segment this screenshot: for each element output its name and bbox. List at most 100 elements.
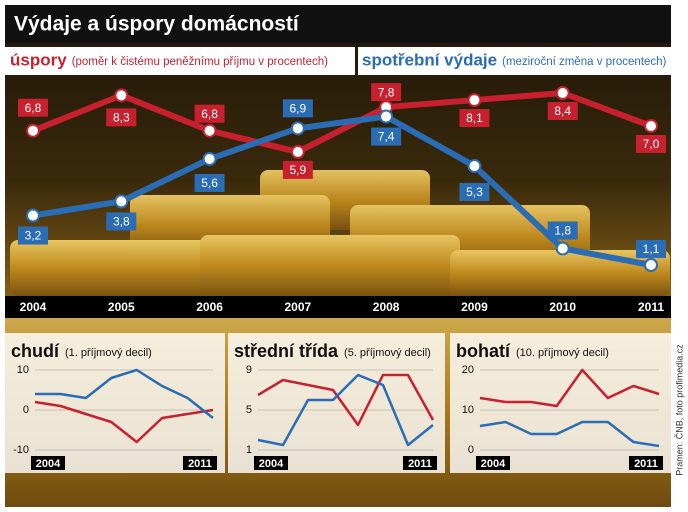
series-line (479, 420, 660, 448)
legend-bg (358, 47, 671, 75)
value-label: 1,1 (643, 242, 660, 256)
value-label-bg (636, 240, 666, 258)
value-label-bg (371, 127, 402, 146)
value-label-bg (18, 226, 48, 245)
y-tick-label: 20 (462, 364, 474, 376)
panel-bg (228, 333, 445, 473)
series-line (479, 368, 660, 408)
x-tick-bg (476, 456, 510, 470)
value-label: 7,4 (378, 130, 395, 144)
value-label-bg (18, 98, 48, 117)
value-label: 7,8 (378, 85, 395, 99)
x-tick-bg (31, 456, 65, 470)
y-tick-label: 5 (246, 404, 252, 416)
x-tick-label: 2011 (634, 458, 658, 470)
x-tick-label: 2011 (408, 458, 432, 470)
value-label: 3,2 (25, 229, 42, 243)
data-point (26, 208, 40, 223)
x-tick-bg (403, 456, 437, 470)
x-tick-label: 2004 (259, 458, 284, 470)
data-point (644, 118, 658, 133)
x-tick-label: 2008 (373, 300, 400, 314)
gold-bar (450, 250, 670, 296)
value-label-bg (282, 99, 313, 118)
y-tick-label: 0 (23, 404, 29, 416)
x-tick-label: 2011 (638, 300, 664, 314)
value-label: 8,1 (466, 111, 483, 125)
panel-subtitle: (1. příjmový decil) (65, 347, 152, 359)
series-line (257, 373, 434, 447)
value-label-bg (547, 102, 578, 120)
value-label-bg (459, 109, 490, 128)
legend-label: spotřební výdaje (362, 50, 497, 69)
y-tick-label: 10 (17, 364, 29, 376)
data-point (467, 159, 482, 174)
x-tick-label: 2004 (481, 458, 506, 470)
panel-subtitle: (5. příjmový decil) (344, 347, 431, 359)
data-point (555, 86, 570, 100)
data-point (467, 93, 482, 108)
data-point (290, 121, 305, 136)
value-label: 6,8 (201, 107, 218, 121)
series-line (35, 368, 214, 419)
value-label: 8,3 (113, 111, 130, 125)
data-point (379, 109, 394, 124)
value-label: 6,9 (290, 102, 307, 116)
value-label: 5,6 (201, 176, 218, 190)
data-point (26, 123, 40, 138)
value-label: 5,9 (290, 163, 307, 177)
value-label: 6,8 (25, 101, 42, 115)
data-point (202, 123, 217, 138)
x-tick-label: 2004 (36, 458, 61, 470)
value-label-bg (194, 173, 225, 192)
value-label-bg (106, 108, 137, 127)
y-tick-label: 9 (246, 364, 252, 376)
gold-bar (10, 240, 210, 296)
source: Pramen: ČNB, foto profimedia.cz (674, 344, 684, 476)
series-line (31, 90, 653, 155)
panel-subtitle: (10. příjmový decil) (516, 347, 609, 359)
y-tick-label: -10 (13, 444, 29, 456)
value-label: 1,8 (554, 224, 571, 238)
data-point (114, 194, 129, 209)
x-tick-bg (254, 456, 288, 470)
value-label: 3,8 (113, 215, 130, 229)
value-label: 8,4 (554, 104, 571, 118)
data-point (644, 258, 658, 272)
chart-title: Výdaje a úspory domácností (14, 13, 300, 36)
data-point (202, 151, 217, 166)
panel-bg (450, 333, 671, 473)
legend-bg (5, 47, 355, 75)
value-label-bg (371, 83, 402, 102)
x-tick-label: 2007 (285, 300, 312, 314)
value-label-bg (282, 160, 313, 179)
value-label-bg (547, 221, 578, 240)
series-line (34, 400, 214, 444)
value-label-bg (459, 183, 490, 202)
y-tick-label: 10 (462, 404, 474, 416)
year-strip (5, 296, 671, 318)
x-tick-label: 2009 (461, 300, 488, 314)
gold-bar (200, 235, 460, 296)
x-tick-label: 2006 (196, 300, 223, 314)
value-label-bg (106, 212, 137, 231)
panel-title: střední třída (234, 341, 339, 361)
value-label-bg (194, 104, 225, 123)
data-point (114, 88, 129, 103)
value-label-bg (636, 134, 666, 153)
legend-description: (poměr k čistému peněžnímu příjmu v proc… (72, 56, 328, 68)
x-tick-label: 2005 (108, 300, 135, 314)
value-label: 7,0 (643, 137, 660, 151)
series-line (257, 373, 435, 427)
panel-title: bohatí (456, 341, 511, 361)
y-tick-label: 0 (468, 444, 474, 456)
panel-title: chudí (11, 341, 60, 361)
legend-label: úspory (10, 50, 67, 69)
x-tick-label: 2011 (188, 458, 212, 470)
x-tick-bg (183, 456, 217, 470)
legend-description: (meziroční změna v procentech) (502, 56, 666, 68)
y-tick-label: 1 (246, 444, 252, 456)
value-label: 5,3 (466, 185, 483, 199)
